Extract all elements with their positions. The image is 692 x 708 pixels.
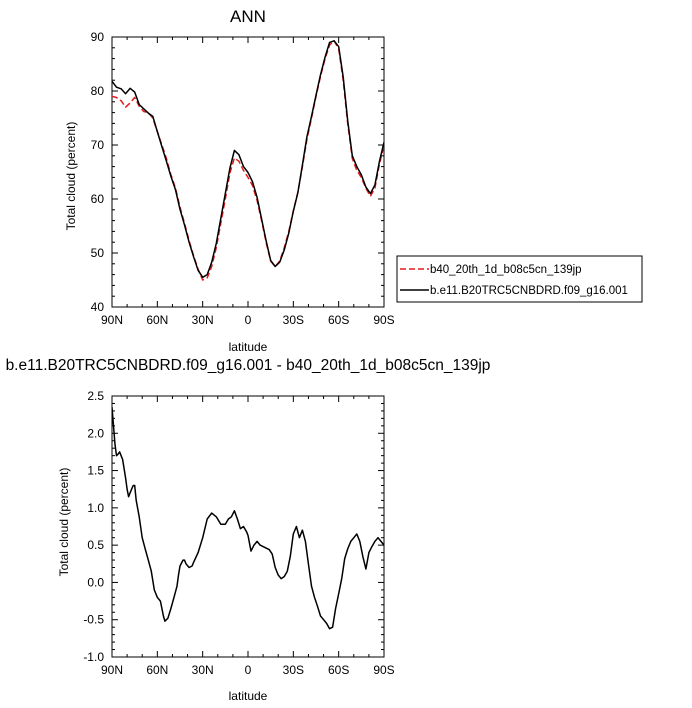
- top-x-axis-label: latitude: [229, 340, 268, 354]
- bottom-y-tick-label: 2.0: [87, 426, 104, 440]
- bottom-x-tick-label: 60N: [146, 663, 168, 677]
- top-y-tick-label: 50: [91, 246, 105, 260]
- bottom-y-tick-label: 0.0: [87, 575, 104, 589]
- top-y-tick-label: 70: [91, 138, 105, 152]
- top-x-tick-label: 60N: [146, 313, 168, 327]
- legend-box: [396, 255, 643, 303]
- top-x-tick-label: 30S: [283, 313, 304, 327]
- top-x-tick-label: 60S: [328, 313, 349, 327]
- bottom-y-tick-label: -0.5: [83, 613, 104, 627]
- bottom-y-tick-label: 2.5: [87, 389, 104, 403]
- bottom-y-axis-label: Total cloud (percent): [57, 468, 71, 577]
- bottom-x-tick-label: 90N: [101, 663, 123, 677]
- top-x-tick-label: 0: [245, 313, 252, 327]
- top-y-tick-label: 60: [91, 192, 105, 206]
- top-y-tick-label: 80: [91, 84, 105, 98]
- bottom-y-tick-label: 0.5: [87, 538, 104, 552]
- bottom-x-tick-label: 0: [245, 663, 252, 677]
- top-x-tick-label: 90N: [101, 313, 123, 327]
- bottom-y-tick-label: 1.0: [87, 501, 104, 515]
- legend-label-0: b40_20th_1d_b08c5cn_139jp: [430, 264, 582, 276]
- bottom-x-tick-label: 30S: [283, 663, 304, 677]
- top-chart-title: ANN: [230, 7, 266, 26]
- top-y-tick-label: 90: [91, 30, 105, 44]
- bottom-y-tick-label: 1.5: [87, 464, 104, 478]
- bottom-series-line-0: [112, 407, 384, 630]
- top-y-tick-label: 40: [91, 300, 105, 314]
- bottom-x-axis-label: latitude: [229, 689, 268, 703]
- top-y-axis-label: Total cloud (percent): [64, 122, 78, 231]
- bottom-x-tick-label: 60S: [328, 663, 349, 677]
- bottom-x-tick-label: 30N: [192, 663, 214, 677]
- top-x-tick-label: 90S: [373, 313, 394, 327]
- bottom-x-tick-label: 90S: [373, 663, 394, 677]
- legend-label-1: b.e11.B20TRC5CNBDRD.f09_g16.001: [430, 285, 628, 297]
- top-series-line-1: [112, 40, 384, 279]
- bottom-y-tick-label: -1.0: [83, 650, 104, 664]
- bottom-plot-frame: [111, 395, 385, 658]
- top-x-tick-label: 30N: [192, 313, 214, 327]
- bottom-chart-title: b.e11.B20TRC5CNBDRD.f09_g16.001 - b40_20…: [6, 357, 491, 374]
